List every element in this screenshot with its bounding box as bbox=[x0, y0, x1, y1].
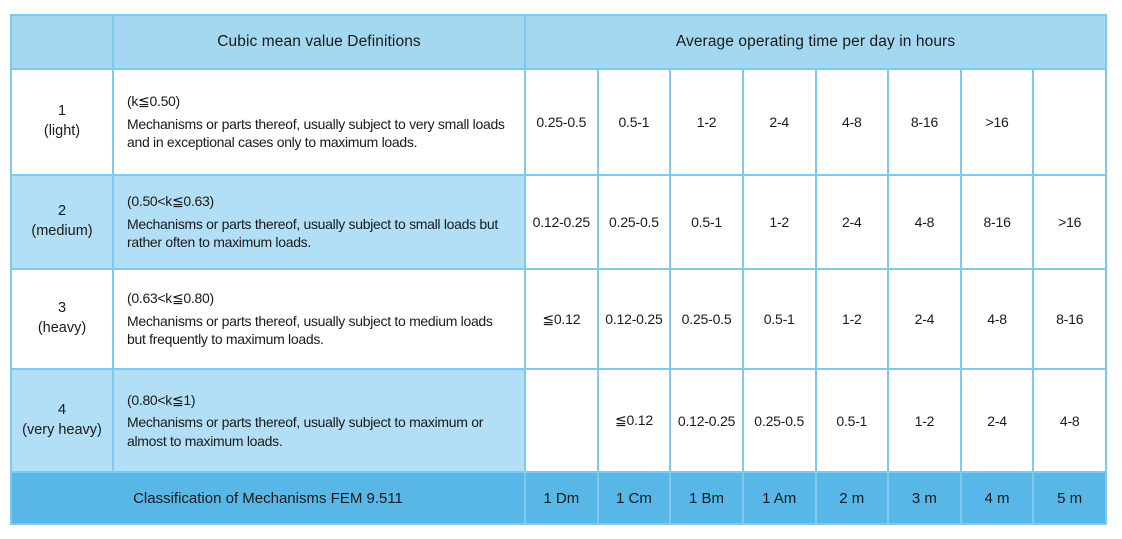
hours-cell: >16 bbox=[1034, 176, 1105, 268]
hours-cell: ≦0.12 bbox=[526, 270, 597, 368]
hours-cell: 4-8 bbox=[816, 70, 888, 174]
class-number: 3 bbox=[57, 300, 67, 317]
hours-cell: 1-2 bbox=[671, 70, 742, 174]
class-cell-very-heavy: 4 (very heavy) bbox=[12, 370, 112, 471]
hours-cell bbox=[526, 370, 597, 471]
hours-cell: 4-8 bbox=[889, 176, 960, 268]
hours-cell: 0.5-1 bbox=[743, 270, 815, 368]
hours-cell: ≦0.12 bbox=[598, 370, 670, 471]
hours-cell: 2-4 bbox=[743, 70, 815, 174]
mechanism-class-cell: 3 m bbox=[889, 473, 960, 523]
mechanism-class-cell: 1 Cm bbox=[598, 473, 670, 523]
definition-cell-light: (k≦0.50) Mechanisms or parts thereof, us… bbox=[114, 70, 524, 174]
definition-cell-heavy: (0.63<k≦0.80) Mechanisms or parts thereo… bbox=[114, 270, 524, 368]
hours-cell: 0.5-1 bbox=[598, 70, 670, 174]
mechanism-class-cell: 4 m bbox=[961, 473, 1033, 523]
definition-text: Mechanisms or parts thereof, usually sub… bbox=[127, 115, 505, 151]
class-cell-light: 1 (light) bbox=[12, 70, 112, 174]
hours-cell bbox=[1034, 70, 1105, 174]
hours-cell: 2-4 bbox=[961, 370, 1033, 471]
class-name: (heavy) bbox=[37, 320, 87, 336]
fem-classification-table: Cubic mean value Definitions Average ope… bbox=[10, 14, 1107, 525]
hours-cell: 8-16 bbox=[889, 70, 960, 174]
class-number: 4 bbox=[57, 401, 67, 418]
class-cell-medium: 2 (medium) bbox=[12, 176, 112, 268]
hours-cell: 4-8 bbox=[1034, 370, 1105, 471]
class-name: (medium) bbox=[31, 223, 93, 239]
mechanism-class-cell: 5 m bbox=[1034, 473, 1105, 523]
definition-text: Mechanisms or parts thereof, usually sub… bbox=[127, 215, 498, 251]
footer-classification-label: Classification of Mechanisms FEM 9.511 bbox=[12, 473, 524, 523]
class-number: 2 bbox=[57, 203, 67, 220]
k-range: (k≦0.50) bbox=[127, 93, 180, 110]
definition-cell-very-heavy: (0.80<k≦1) Mechanisms or parts thereof, … bbox=[114, 370, 524, 471]
class-name: (very heavy) bbox=[22, 421, 102, 438]
definition-text: Mechanisms or parts thereof, usually sub… bbox=[127, 312, 493, 348]
hours-cell: 0.12-0.25 bbox=[526, 176, 597, 268]
k-range: (0.63<k≦0.80) bbox=[127, 290, 214, 307]
k-range: (0.50<k≦0.63) bbox=[127, 193, 214, 210]
definition-text: Mechanisms or parts thereof, usually sub… bbox=[127, 414, 484, 449]
mechanism-class-cell: 1 Am bbox=[743, 473, 815, 523]
hours-cell: 0.12-0.25 bbox=[671, 370, 742, 471]
hours-cell: 1-2 bbox=[816, 270, 888, 368]
hours-cell: >16 bbox=[961, 70, 1033, 174]
header-corner-cell bbox=[12, 16, 112, 68]
hours-cell: 0.25-0.5 bbox=[743, 370, 815, 471]
hours-cell: 0.5-1 bbox=[671, 176, 742, 268]
definition-cell-medium: (0.50<k≦0.63) Mechanisms or parts thereo… bbox=[114, 176, 524, 268]
hours-cell: 2-4 bbox=[889, 270, 960, 368]
hours-cell: 8-16 bbox=[1034, 270, 1105, 368]
class-name: (light) bbox=[43, 123, 81, 139]
hours-cell: 1-2 bbox=[743, 176, 815, 268]
header-operating-time-label: Average operating time per day in hours bbox=[526, 16, 1105, 68]
class-number: 1 bbox=[57, 103, 67, 120]
class-cell-heavy: 3 (heavy) bbox=[12, 270, 112, 368]
hours-cell: 0.5-1 bbox=[816, 370, 888, 471]
hours-cell: 0.25-0.5 bbox=[526, 70, 597, 174]
mechanism-class-cell: 1 Dm bbox=[526, 473, 597, 523]
hours-cell: 0.25-0.5 bbox=[671, 270, 742, 368]
hours-cell: 0.25-0.5 bbox=[598, 176, 670, 268]
header-definitions-label: Cubic mean value Definitions bbox=[114, 16, 524, 68]
hours-cell: 1-2 bbox=[889, 370, 960, 471]
hours-cell: 8-16 bbox=[961, 176, 1033, 268]
mechanism-class-cell: 2 m bbox=[816, 473, 888, 523]
hours-cell: 4-8 bbox=[961, 270, 1033, 368]
hours-cell: 2-4 bbox=[816, 176, 888, 268]
k-range: (0.80<k≦1) bbox=[127, 391, 196, 408]
hours-cell: 0.12-0.25 bbox=[598, 270, 670, 368]
mechanism-class-cell: 1 Bm bbox=[671, 473, 742, 523]
